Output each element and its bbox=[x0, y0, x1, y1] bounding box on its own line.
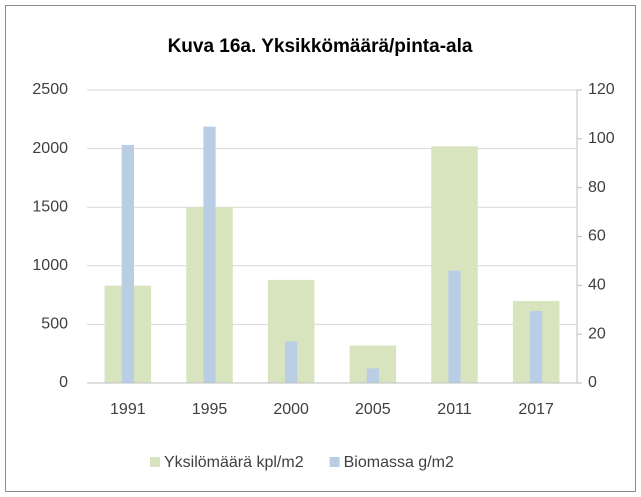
bar bbox=[285, 341, 298, 383]
bar bbox=[121, 144, 134, 383]
y-tick-label: 500 bbox=[41, 316, 68, 333]
x-tick-label: 2005 bbox=[355, 401, 391, 418]
chart-title: Kuva 16a. Yksikkömäärä/pinta-ala bbox=[168, 36, 473, 57]
y-tick-label: 2500 bbox=[32, 81, 68, 98]
bar bbox=[366, 368, 379, 383]
y-tick-label: 0 bbox=[59, 374, 68, 391]
y2-tick-label: 40 bbox=[588, 277, 606, 294]
y2-tick-label: 80 bbox=[588, 179, 606, 196]
legend-label: Yksilömäärä kpl/m2 bbox=[164, 454, 304, 471]
y2-tick-label: 20 bbox=[588, 325, 606, 342]
y2-tick-label: 60 bbox=[588, 228, 606, 245]
y2-tick-label: 0 bbox=[588, 374, 597, 391]
chart-frame bbox=[5, 5, 636, 492]
x-tick-label: 2017 bbox=[518, 401, 554, 418]
bar bbox=[530, 310, 543, 383]
x-tick-label: 1995 bbox=[192, 401, 228, 418]
bar bbox=[203, 126, 216, 383]
y2-tick-label: 100 bbox=[588, 130, 615, 147]
y-tick-label: 2000 bbox=[32, 140, 68, 157]
bar bbox=[448, 270, 461, 383]
legend-label: Biomassa g/m2 bbox=[344, 454, 454, 471]
x-tick-label: 2000 bbox=[273, 401, 309, 418]
y2-tick-label: 120 bbox=[588, 81, 615, 98]
x-tick-label: 1991 bbox=[110, 401, 146, 418]
legend-swatch bbox=[150, 457, 160, 467]
y-tick-label: 1000 bbox=[32, 257, 68, 274]
legend-swatch bbox=[329, 457, 340, 467]
x-tick-label: 2011 bbox=[437, 401, 472, 418]
y-tick-label: 1500 bbox=[32, 198, 68, 215]
